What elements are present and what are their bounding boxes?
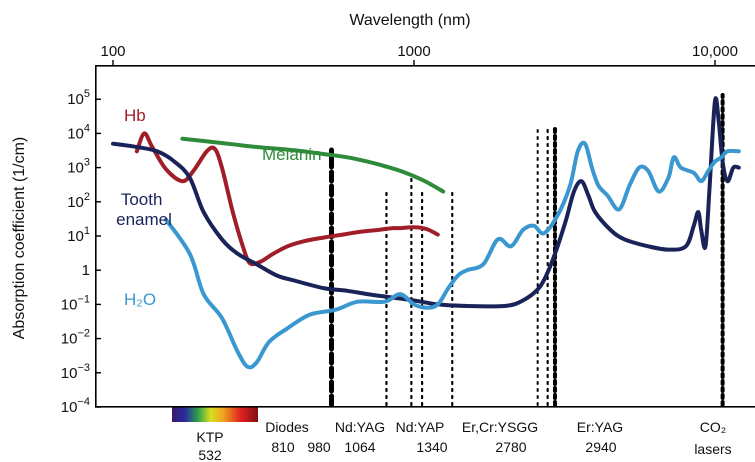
y-ticks: 105 104 103 102 101 1 10−1 10−2 10−3 10−4 — [61, 88, 101, 416]
laser-wavelength-0: 532 — [198, 447, 222, 462]
spectrum-bar — [172, 407, 258, 422]
y-axis-title: Absorption coefficient (1/cm) — [11, 137, 28, 339]
laser-wavelength-3: 1064 — [344, 439, 375, 455]
laser-name-5: Er,Cr:YSGG — [462, 419, 538, 435]
series-line-2 — [111, 96, 741, 309]
laser-name-7: CO₂ — [700, 419, 726, 435]
laser-lines — [328, 93, 725, 408]
series-line-3 — [164, 140, 741, 370]
y-tick-label-6: 10−1 — [61, 293, 90, 313]
laser-wavelength-4: 1340 — [416, 439, 447, 455]
x-ticks: 100 1000 10,000 — [100, 43, 738, 66]
y-tick-label-2: 103 — [67, 157, 90, 177]
series-lines — [111, 96, 741, 370]
y-tick-label-5: 1 — [82, 262, 90, 279]
series-label-melanin: Melanin — [262, 145, 322, 164]
series-label-tooth-enamel: Tooth enamel — [116, 190, 172, 229]
x-axis-title: Wavelength (nm) — [349, 12, 470, 29]
laser-name-0: KTP — [196, 429, 223, 445]
y-tick-label-1: 104 — [67, 122, 90, 142]
plot-frame-top — [95, 65, 755, 67]
series-label-hb: Hb — [124, 106, 146, 125]
y-tick-label-9: 10−4 — [61, 396, 90, 416]
series-line-1 — [180, 136, 446, 194]
laser-wavelength-1: 810 — [271, 439, 295, 455]
laser-name-4: Nd:YAP — [396, 419, 445, 435]
plot-frame-bottom — [95, 406, 755, 408]
x-tick-label-1: 1000 — [397, 43, 430, 60]
series-line-0 — [134, 131, 440, 267]
x-tick-label-0: 100 — [100, 43, 125, 60]
laser-name-1: Diodes — [265, 419, 309, 435]
y-tick-label-4: 101 — [67, 225, 90, 245]
laser-name-3: Nd:YAG — [335, 419, 385, 435]
y-tick-label-0: 105 — [67, 88, 90, 108]
laser-sublabel-7: lasers — [694, 441, 731, 457]
y-tick-label-3: 102 — [67, 191, 90, 211]
y-tick-label-7: 10−2 — [61, 328, 90, 348]
y-tick-label-8: 10−3 — [61, 362, 90, 382]
plot-frame-left — [95, 65, 97, 407]
laser-wavelength-2: 980 — [307, 439, 331, 455]
series-label-h2o: H₂O — [124, 290, 156, 309]
laser-wavelength-5: 2780 — [495, 439, 526, 455]
x-tick-label-2: 10,000 — [692, 43, 738, 60]
laser-wavelength-6: 2940 — [585, 439, 616, 455]
laser-name-6: Er:YAG — [577, 419, 623, 435]
